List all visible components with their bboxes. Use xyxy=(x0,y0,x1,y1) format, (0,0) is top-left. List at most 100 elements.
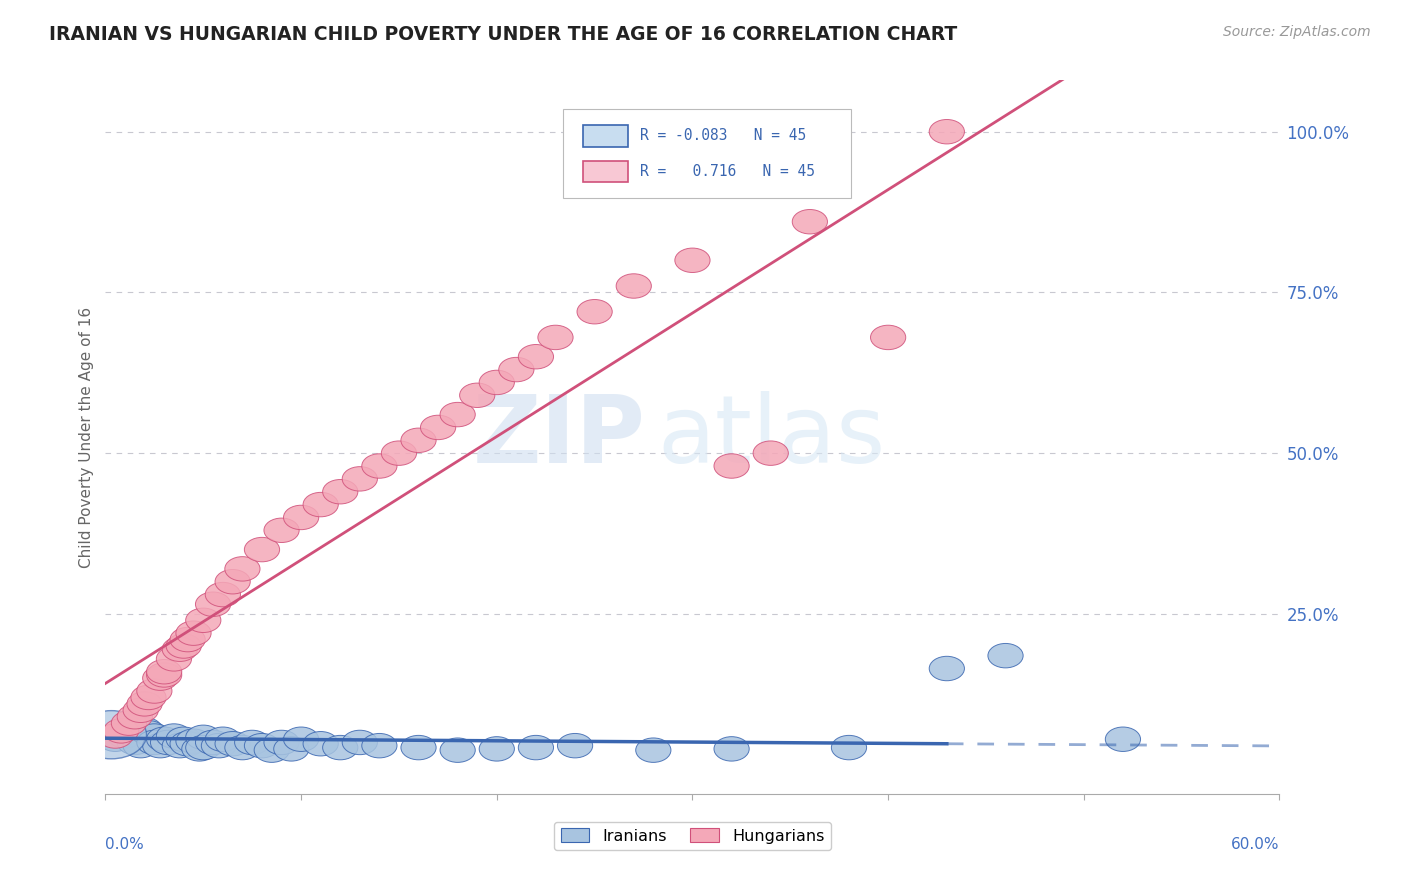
Ellipse shape xyxy=(988,643,1024,668)
Ellipse shape xyxy=(264,731,299,755)
Ellipse shape xyxy=(117,705,152,729)
Ellipse shape xyxy=(929,120,965,144)
Ellipse shape xyxy=(304,492,339,516)
Ellipse shape xyxy=(1105,727,1140,751)
Ellipse shape xyxy=(156,723,191,748)
Ellipse shape xyxy=(322,480,359,504)
Ellipse shape xyxy=(284,505,319,530)
Ellipse shape xyxy=(215,731,250,756)
Ellipse shape xyxy=(401,735,436,760)
Ellipse shape xyxy=(870,326,905,350)
Ellipse shape xyxy=(342,731,377,755)
Ellipse shape xyxy=(97,727,132,751)
Ellipse shape xyxy=(225,557,260,581)
FancyBboxPatch shape xyxy=(583,125,628,146)
Ellipse shape xyxy=(714,454,749,478)
Ellipse shape xyxy=(146,727,181,751)
Ellipse shape xyxy=(162,637,197,662)
Ellipse shape xyxy=(557,733,593,758)
Ellipse shape xyxy=(156,647,191,671)
Ellipse shape xyxy=(205,582,240,607)
Ellipse shape xyxy=(342,467,377,491)
Ellipse shape xyxy=(304,731,339,756)
Ellipse shape xyxy=(131,685,166,710)
Ellipse shape xyxy=(136,723,172,748)
Ellipse shape xyxy=(146,663,181,687)
Ellipse shape xyxy=(117,731,152,755)
FancyBboxPatch shape xyxy=(583,161,628,182)
Ellipse shape xyxy=(176,621,211,646)
Ellipse shape xyxy=(201,733,236,758)
Ellipse shape xyxy=(142,733,177,758)
Ellipse shape xyxy=(538,326,574,350)
Ellipse shape xyxy=(284,727,319,751)
Ellipse shape xyxy=(170,627,205,652)
Ellipse shape xyxy=(499,358,534,382)
Ellipse shape xyxy=(636,738,671,763)
Ellipse shape xyxy=(519,344,554,369)
FancyBboxPatch shape xyxy=(564,109,851,198)
Ellipse shape xyxy=(831,735,866,760)
Ellipse shape xyxy=(142,666,177,690)
Ellipse shape xyxy=(714,737,749,761)
Ellipse shape xyxy=(519,735,554,760)
Ellipse shape xyxy=(195,731,231,755)
Ellipse shape xyxy=(274,737,309,761)
Ellipse shape xyxy=(675,248,710,272)
Text: R =   0.716   N = 45: R = 0.716 N = 45 xyxy=(640,164,814,179)
Ellipse shape xyxy=(104,719,139,743)
Ellipse shape xyxy=(195,592,231,616)
Ellipse shape xyxy=(479,370,515,394)
Ellipse shape xyxy=(264,518,299,542)
Ellipse shape xyxy=(616,274,651,298)
Ellipse shape xyxy=(440,738,475,763)
Ellipse shape xyxy=(181,737,217,761)
Ellipse shape xyxy=(136,679,172,703)
Ellipse shape xyxy=(166,634,201,658)
Y-axis label: Child Poverty Under the Age of 16: Child Poverty Under the Age of 16 xyxy=(79,307,94,567)
Ellipse shape xyxy=(76,711,146,759)
Ellipse shape xyxy=(162,733,197,758)
Ellipse shape xyxy=(254,738,290,763)
Ellipse shape xyxy=(176,729,211,754)
Text: atlas: atlas xyxy=(657,391,886,483)
Text: IRANIAN VS HUNGARIAN CHILD POVERTY UNDER THE AGE OF 16 CORRELATION CHART: IRANIAN VS HUNGARIAN CHILD POVERTY UNDER… xyxy=(49,25,957,44)
Ellipse shape xyxy=(205,727,240,751)
Ellipse shape xyxy=(150,731,186,755)
Ellipse shape xyxy=(440,402,475,426)
Ellipse shape xyxy=(127,691,162,716)
Text: 60.0%: 60.0% xyxy=(1232,837,1279,852)
Legend: Iranians, Hungarians: Iranians, Hungarians xyxy=(554,822,831,850)
Ellipse shape xyxy=(381,441,416,466)
Ellipse shape xyxy=(479,737,515,761)
Ellipse shape xyxy=(929,657,965,681)
Ellipse shape xyxy=(166,727,201,751)
Ellipse shape xyxy=(401,428,436,452)
Ellipse shape xyxy=(111,711,146,735)
Ellipse shape xyxy=(460,383,495,408)
Ellipse shape xyxy=(186,735,221,760)
Ellipse shape xyxy=(361,454,396,478)
Ellipse shape xyxy=(420,415,456,440)
Ellipse shape xyxy=(361,733,396,758)
Ellipse shape xyxy=(792,210,828,234)
Text: 0.0%: 0.0% xyxy=(105,837,145,852)
Ellipse shape xyxy=(576,300,612,324)
Ellipse shape xyxy=(215,569,250,594)
Ellipse shape xyxy=(127,717,162,742)
Text: Source: ZipAtlas.com: Source: ZipAtlas.com xyxy=(1223,25,1371,39)
Ellipse shape xyxy=(245,537,280,562)
Text: R = -0.083   N = 45: R = -0.083 N = 45 xyxy=(640,128,806,144)
Text: ZIP: ZIP xyxy=(472,391,645,483)
Ellipse shape xyxy=(131,721,166,745)
Ellipse shape xyxy=(170,731,205,756)
Ellipse shape xyxy=(124,698,159,723)
Ellipse shape xyxy=(245,733,280,758)
Ellipse shape xyxy=(136,731,172,755)
Ellipse shape xyxy=(186,725,221,749)
Ellipse shape xyxy=(235,731,270,755)
Ellipse shape xyxy=(107,723,142,748)
Ellipse shape xyxy=(754,441,789,466)
Ellipse shape xyxy=(186,608,221,632)
Ellipse shape xyxy=(146,659,181,684)
